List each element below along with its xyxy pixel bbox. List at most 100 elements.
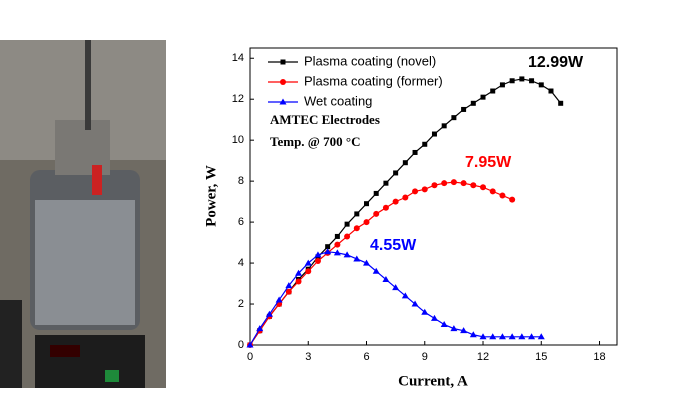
marker xyxy=(558,100,564,106)
marker xyxy=(480,94,486,100)
series-line xyxy=(249,181,513,346)
marker xyxy=(470,100,476,106)
marker xyxy=(529,78,535,84)
y-tick-label: 6 xyxy=(238,216,244,228)
x-tick-label: 12 xyxy=(477,351,489,363)
marker xyxy=(325,244,331,250)
photo-display xyxy=(50,345,80,357)
marker xyxy=(392,198,399,205)
marker xyxy=(401,292,409,299)
marker xyxy=(256,325,264,332)
marker xyxy=(509,78,515,84)
marker xyxy=(364,201,370,207)
marker xyxy=(479,333,487,340)
legend-marker xyxy=(279,98,287,105)
marker xyxy=(363,259,371,266)
marker xyxy=(421,308,429,315)
marker xyxy=(422,141,428,147)
plot-frame xyxy=(249,47,618,346)
marker xyxy=(295,278,302,285)
photo-left-unit xyxy=(0,300,22,388)
marker xyxy=(538,82,544,88)
legend-marker xyxy=(280,59,286,65)
annotation: AMTEC Electrodes xyxy=(270,112,380,127)
series-line xyxy=(249,251,542,346)
marker xyxy=(354,211,360,217)
y-tick-label: 4 xyxy=(238,257,244,269)
x-axis-label: Current, A xyxy=(398,373,468,389)
marker xyxy=(450,179,457,186)
y-axis-label: Power, W xyxy=(203,165,219,227)
marker xyxy=(499,192,506,199)
marker xyxy=(334,233,340,239)
photo-mesh xyxy=(35,200,135,325)
marker xyxy=(305,268,312,275)
y-tick-label: 2 xyxy=(238,298,244,310)
x-tick-label: 0 xyxy=(247,351,253,363)
x-tick-label: 15 xyxy=(535,351,547,363)
marker xyxy=(304,259,312,266)
marker xyxy=(490,88,496,94)
y-tick-label: 14 xyxy=(232,52,244,64)
marker xyxy=(314,258,321,265)
marker xyxy=(451,115,457,121)
marker xyxy=(528,333,536,340)
marker xyxy=(353,255,361,262)
marker xyxy=(246,341,254,348)
x-tick-label: 9 xyxy=(422,351,428,363)
marker xyxy=(519,76,525,82)
marker xyxy=(412,149,418,155)
marker xyxy=(372,267,380,274)
marker xyxy=(489,333,497,340)
marker xyxy=(450,325,458,332)
marker xyxy=(333,249,341,256)
marker xyxy=(460,180,467,187)
marker xyxy=(509,196,516,203)
marker xyxy=(440,321,448,328)
marker xyxy=(363,219,370,226)
marker xyxy=(324,248,332,255)
marker xyxy=(343,251,351,258)
marker xyxy=(411,300,419,307)
marker xyxy=(344,221,350,227)
marker xyxy=(499,82,505,88)
marker xyxy=(373,190,379,196)
marker xyxy=(373,210,380,217)
marker xyxy=(498,333,506,340)
y-tick-label: 8 xyxy=(238,175,244,187)
marker xyxy=(461,106,467,112)
photo-clip xyxy=(92,165,102,195)
y-tick-label: 0 xyxy=(238,339,244,351)
marker xyxy=(275,296,283,303)
marker xyxy=(353,225,360,232)
marker xyxy=(383,180,389,186)
photo-switch xyxy=(105,370,119,382)
marker xyxy=(431,182,438,189)
legend-label: Plasma coating (novel) xyxy=(304,53,436,68)
marker xyxy=(421,186,428,193)
legend-marker xyxy=(280,79,286,85)
photo-rod xyxy=(85,40,91,130)
y-tick-label: 12 xyxy=(232,93,244,105)
photo-base xyxy=(35,335,145,388)
x-tick-label: 18 xyxy=(593,351,605,363)
marker xyxy=(441,180,448,187)
x-tick-label: 3 xyxy=(305,351,311,363)
marker xyxy=(382,204,389,211)
marker xyxy=(430,314,438,321)
annotation: 7.95W xyxy=(465,154,512,171)
marker xyxy=(334,241,341,248)
marker xyxy=(295,269,303,276)
marker xyxy=(548,88,554,94)
marker xyxy=(480,184,487,191)
x-tick-label: 6 xyxy=(363,351,369,363)
photo xyxy=(0,40,166,388)
y-tick-label: 10 xyxy=(232,134,244,146)
marker xyxy=(431,131,437,137)
annotation: 12.99W xyxy=(528,54,584,71)
annotation: Temp. @ 700 °C xyxy=(270,134,361,149)
marker xyxy=(441,123,447,129)
marker xyxy=(412,188,419,195)
marker xyxy=(508,333,516,340)
